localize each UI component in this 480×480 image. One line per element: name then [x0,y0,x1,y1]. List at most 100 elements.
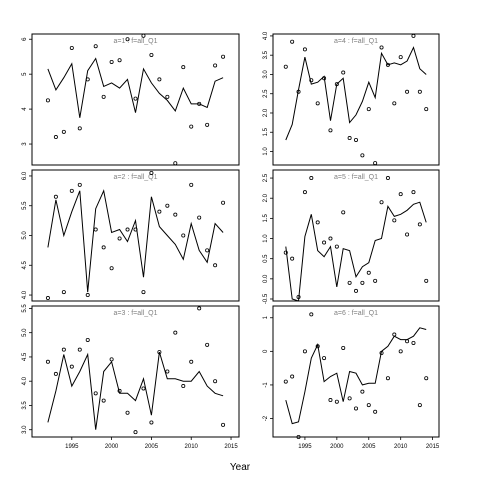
data-point [411,340,416,345]
data-point [213,379,218,384]
data-point [360,280,365,285]
data-point [77,347,82,352]
x-tick-label: 2005 [145,444,159,450]
y-tick-label: 0.5 [263,254,269,263]
data-point [101,94,106,99]
data-point [290,374,295,379]
series-line [285,46,427,141]
data-point [315,220,320,225]
data-point [322,356,327,361]
data-point [341,70,346,75]
data-point [398,192,403,197]
data-point [213,63,218,68]
data-point [189,182,194,187]
data-point [213,263,218,268]
data-point [366,403,371,408]
data-point [141,386,146,391]
data-point [189,124,194,129]
data-point [373,278,378,283]
data-point [328,128,333,133]
data-point [347,136,352,141]
y-tick-label: 3 [22,142,28,146]
x-tick-label: 2010 [185,444,199,450]
data-point [398,349,403,354]
data-point [392,332,397,337]
data-point [392,101,397,106]
data-point [85,293,90,298]
data-point [283,379,288,384]
y-tick-label: 5.0 [22,231,28,240]
y-tick-label: 4.0 [22,290,28,299]
y-tick-label: 4.0 [22,376,28,385]
data-point [309,176,314,181]
series-line [47,189,224,293]
y-tick-label: 1 [263,315,269,319]
y-tick-label: 1.5 [263,214,269,223]
x-tick-label: 2010 [394,444,408,450]
y-tick-label: 6.0 [22,171,28,180]
data-point [347,396,352,401]
panel-title: a=6 : f=all_Q1 [334,310,378,317]
data-point [290,39,295,44]
data-point [379,45,384,50]
data-point [117,388,122,393]
data-point [296,89,301,94]
data-point [373,161,378,166]
data-point [197,101,202,106]
data-point [45,296,50,301]
panel-frame [272,169,440,302]
series-line [285,327,427,425]
data-point [93,227,98,232]
series-line [285,201,427,302]
data-point [315,101,320,106]
data-point [347,280,352,285]
y-tick-label: 4.5 [22,260,28,269]
panel-5: a=3 : f=all_Q1 3.0 3.5 4.0 4.5 5.0 5.5 1995 2000… [22,304,240,450]
y-tick-label: 0 [263,349,269,353]
y-tick-label: 2.5 [263,173,269,182]
data-point [379,200,384,205]
data-point [77,182,82,187]
data-point [45,359,50,364]
panel-frame [31,33,240,166]
data-point [69,188,74,193]
y-tick-label: 5.0 [22,328,28,337]
panel-2: a=4 : f=all_Q1 1.0 1.5 2.0 2.5 3.0 3.5 4.0 [263,31,440,166]
data-point [290,256,295,261]
panel-6: a=6 : f=all_Q1 -2 -1 0 1 1995 2000 2005 2010 2015 [263,305,440,450]
data-point [221,54,226,59]
data-point [165,203,170,208]
data-point [302,47,307,52]
y-tick-label: 2.0 [263,193,269,202]
data-point [353,137,358,142]
data-point [197,306,202,311]
y-tick-label: 4 [22,107,28,111]
data-point [205,342,210,347]
y-tick-label: 5.5 [22,304,28,313]
data-point [405,89,410,94]
y-tick-label: 3.0 [22,425,28,434]
x-tick-label: 2005 [362,444,376,450]
data-point [173,161,178,166]
data-point [405,339,410,344]
data-point [283,250,288,255]
data-point [109,59,114,64]
data-point [309,312,314,317]
data-point [296,294,301,299]
data-point [221,422,226,427]
data-point [133,96,138,101]
data-point [101,398,106,403]
data-point [69,45,74,50]
data-point [424,278,429,283]
data-point [125,227,130,232]
data-point [417,89,422,94]
x-tick-label: 2015 [426,444,440,450]
data-point [173,330,178,335]
data-point [366,107,371,112]
data-point [149,52,154,57]
data-point [133,227,138,232]
data-point [133,430,138,435]
y-tick-label: 0.0 [263,274,269,283]
panel-title: a=1 : f=all_Q1 [114,38,158,45]
data-point [69,364,74,369]
